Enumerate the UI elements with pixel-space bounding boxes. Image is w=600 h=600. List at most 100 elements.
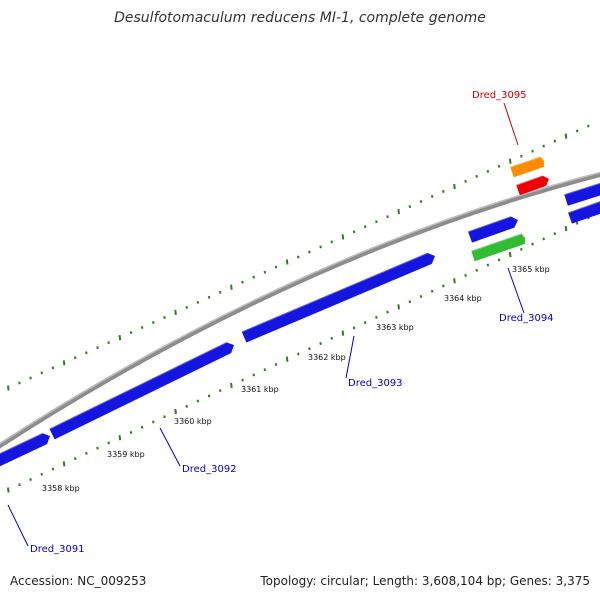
inner-tick-mark <box>508 251 512 258</box>
outer-tick-mark <box>375 220 378 224</box>
tick-label: 3364 kbp <box>444 294 482 303</box>
inner-tick-mark <box>62 461 66 467</box>
inner-tick-mark <box>497 258 501 262</box>
outer-tick-mark <box>263 270 267 274</box>
inner-tick-mark <box>475 268 479 272</box>
inner-tick-mark <box>352 326 356 330</box>
inner-tick-mark <box>285 356 289 362</box>
outer-tick-mark <box>520 154 523 158</box>
outer-tick-mark <box>285 259 289 265</box>
outer-tick-mark <box>274 265 278 269</box>
outer-tick-mark <box>508 158 512 164</box>
inner-tick-mark <box>29 478 32 482</box>
outer-tick-mark <box>51 366 55 370</box>
outer-tick-mark <box>218 290 222 294</box>
inner-tick-mark <box>297 352 300 356</box>
tick-label-group: 3358 kbp 3359 kbp 3360 kbp 3361 kbp 3362 kbp… <box>42 265 550 493</box>
gene-label-group: Dred_3091 Dred_3092 Dred_3093 Dred_3094 Dred… <box>7 90 554 555</box>
tick-label: 3362 kbp <box>308 353 346 362</box>
inner-tick-mark <box>207 394 211 398</box>
inner-tick-mark <box>73 457 77 461</box>
tick-label: 3363 kbp <box>376 323 414 332</box>
outer-tick-mark <box>442 190 445 193</box>
gene-label: Dred_3092 <box>182 464 237 475</box>
inner-tick-mark <box>330 336 334 340</box>
feature-green-arrow <box>470 232 526 262</box>
outer-tick-mark <box>386 215 389 219</box>
outer-tick-mark <box>587 124 590 128</box>
outer-tick-mark <box>118 334 122 341</box>
gene-label: Dred_3094 <box>499 313 554 324</box>
outer-tick-mark <box>18 381 21 385</box>
outer-tick-mark <box>542 144 545 148</box>
outer-tick-mark <box>308 250 311 254</box>
feature-track <box>0 155 600 468</box>
inner-tick-mark <box>96 446 99 450</box>
inner-tick-mark <box>363 321 367 325</box>
outer-tick-mark <box>207 295 211 299</box>
outer-tick-mark <box>297 255 300 259</box>
gene-arrow-next-upper <box>563 181 600 206</box>
inner-tick-mark <box>51 467 55 471</box>
inner-tick-mark <box>430 289 434 293</box>
inner-tick-mark <box>140 425 144 429</box>
inner-tick-mark <box>453 278 456 284</box>
inner-tick-mark <box>118 435 122 441</box>
inner-tick-mark <box>386 310 389 314</box>
gene-arrow-dred-3091 <box>0 432 50 468</box>
gene-leader-line <box>159 427 181 467</box>
inner-tick-mark <box>274 362 278 366</box>
outer-tick-mark <box>40 371 44 375</box>
accession-text: Accession: NC_009253 <box>10 574 147 588</box>
outer-tick-mark <box>352 230 356 234</box>
outer-tick-mark <box>564 133 568 139</box>
outer-tick-mark <box>129 331 133 335</box>
gene-arrow-dred-3094 <box>467 215 518 243</box>
outer-tick-mark <box>230 284 233 290</box>
outer-tick-mark <box>73 356 77 360</box>
inner-tick-ring <box>7 216 590 493</box>
inner-tick-mark <box>553 232 557 236</box>
gene-arrow-dred-3093 <box>241 251 436 343</box>
tick-label: 3361 kbp <box>241 385 279 394</box>
outer-tick-mark <box>330 240 334 244</box>
map-title: Desulfotomaculum reducens MI-1, complete… <box>114 10 486 26</box>
gene-leader-line <box>7 504 29 547</box>
outer-tick-mark <box>575 129 579 133</box>
outer-tick-mark <box>96 346 99 350</box>
inner-tick-mark <box>464 274 467 278</box>
outer-tick-mark <box>174 309 177 316</box>
tick-label: 3358 kbp <box>42 484 80 493</box>
outer-tick-mark <box>163 315 166 319</box>
inner-tick-mark <box>397 304 400 310</box>
inner-tick-mark <box>107 441 110 445</box>
genome-summary-text: Topology: circular; Length: 3,608,104 bp… <box>260 574 590 588</box>
outer-tick-mark <box>85 351 88 355</box>
outer-tick-mark <box>553 139 557 143</box>
inner-tick-mark <box>408 300 412 304</box>
inner-tick-mark <box>40 472 44 476</box>
gene-label: Dred_3093 <box>348 378 403 389</box>
inner-tick-mark <box>308 347 311 351</box>
gene-arrow-dred-3092 <box>48 341 235 440</box>
outer-tick-mark <box>419 200 423 204</box>
inner-tick-mark <box>520 247 523 251</box>
inner-tick-mark <box>564 225 568 232</box>
outer-tick-mark <box>196 300 200 304</box>
feature-red-arrow <box>515 174 550 196</box>
inner-tick-mark <box>218 389 222 393</box>
outer-tick-mark <box>7 385 10 391</box>
inner-tick-mark <box>163 415 166 419</box>
inner-tick-mark <box>185 404 189 408</box>
outer-tick-mark <box>185 305 189 309</box>
inner-tick-mark <box>486 263 490 267</box>
outer-tick-mark <box>497 164 501 168</box>
outer-tick-ring <box>7 124 590 391</box>
inner-tick-mark <box>85 451 88 455</box>
outer-tick-mark <box>107 341 110 345</box>
inner-tick-mark <box>419 294 423 298</box>
inner-tick-mark <box>375 315 378 319</box>
outer-tick-mark <box>62 360 66 366</box>
